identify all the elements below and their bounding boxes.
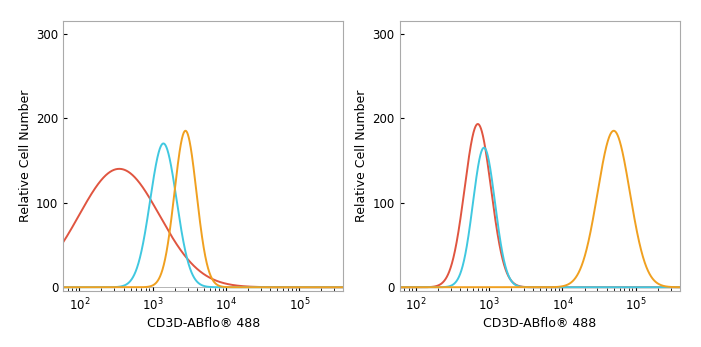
X-axis label: CD3D-ABflo® 488: CD3D-ABflo® 488 <box>483 317 597 330</box>
Y-axis label: Relative Cell Number: Relative Cell Number <box>355 90 368 222</box>
X-axis label: CD3D-ABflo® 488: CD3D-ABflo® 488 <box>147 317 260 330</box>
Y-axis label: Relative Cell Number: Relative Cell Number <box>19 90 32 222</box>
